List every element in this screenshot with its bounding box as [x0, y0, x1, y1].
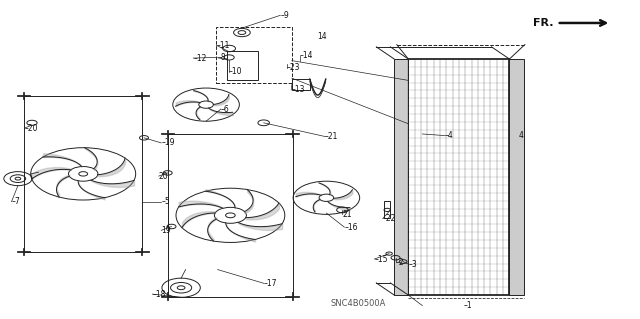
Text: –1: –1	[463, 301, 472, 310]
Text: –5: –5	[161, 197, 170, 206]
Bar	[24, 96, 143, 252]
Text: –6: –6	[221, 105, 230, 114]
Text: –16: –16	[344, 223, 358, 232]
Text: –22: –22	[383, 214, 396, 223]
Text: –14: –14	[300, 51, 313, 60]
Text: –19: –19	[161, 138, 175, 147]
Bar	[408, 59, 509, 295]
Text: –17: –17	[264, 279, 277, 288]
Text: 4: 4	[518, 131, 524, 140]
Text: FR.: FR.	[533, 18, 554, 28]
Bar	[394, 59, 408, 295]
Text: 14: 14	[317, 32, 326, 41]
Text: –21: –21	[325, 132, 339, 141]
Text: 21: 21	[342, 210, 352, 219]
Text: –13: –13	[291, 85, 305, 94]
Text: –23: –23	[287, 63, 300, 72]
Bar	[216, 27, 292, 83]
Text: –8: –8	[218, 53, 226, 62]
Bar	[292, 79, 310, 90]
Text: 19: 19	[161, 226, 171, 235]
Text: –20: –20	[24, 124, 38, 133]
Bar	[384, 201, 390, 218]
Text: –11: –11	[216, 41, 230, 50]
Text: –10: –10	[229, 67, 243, 76]
Text: –12: –12	[193, 54, 207, 63]
Text: –15: –15	[374, 255, 388, 263]
Text: 20: 20	[159, 172, 168, 181]
Text: SNC4B0500A: SNC4B0500A	[331, 299, 386, 308]
Text: –4: –4	[445, 131, 454, 140]
Text: –3: –3	[408, 260, 417, 269]
Bar	[509, 59, 524, 295]
Text: –9: –9	[280, 11, 289, 20]
Bar	[168, 134, 292, 297]
Text: –18: –18	[152, 290, 166, 299]
Text: –7: –7	[12, 197, 20, 206]
Bar	[227, 51, 258, 80]
Text: –2: –2	[396, 258, 404, 267]
